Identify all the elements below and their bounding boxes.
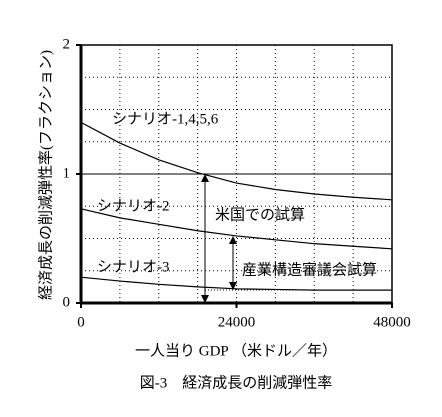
series-line [80, 208, 393, 250]
series-label: シナリオ-2 [97, 198, 170, 214]
x-tick-label: 24000 [218, 314, 256, 330]
x-tick-label: 0 [77, 314, 85, 330]
y-tick-label: 2 [63, 36, 71, 52]
series-line [80, 276, 392, 291]
annotation: 米国での試算 [215, 205, 305, 223]
series-label: シナリオ-3 [97, 259, 170, 275]
x-axis-label: 一人当り GDP （米ドル／年） [135, 342, 337, 359]
annotation: 産業構造審議会試算 [242, 260, 377, 278]
x-tick-label: 48000 [373, 314, 411, 330]
chart-title: 図-3 経済成長の削減弾性率 [140, 374, 333, 391]
y-tick-label: 0 [63, 294, 71, 310]
series-label: シナリオ-1,4,5,6 [112, 111, 219, 127]
y-axis-label: 経済成長の削減弾性率(フラクション) [37, 50, 54, 300]
y-tick-label: 1 [63, 165, 71, 181]
grid [76, 44, 393, 308]
series-line [80, 121, 393, 201]
